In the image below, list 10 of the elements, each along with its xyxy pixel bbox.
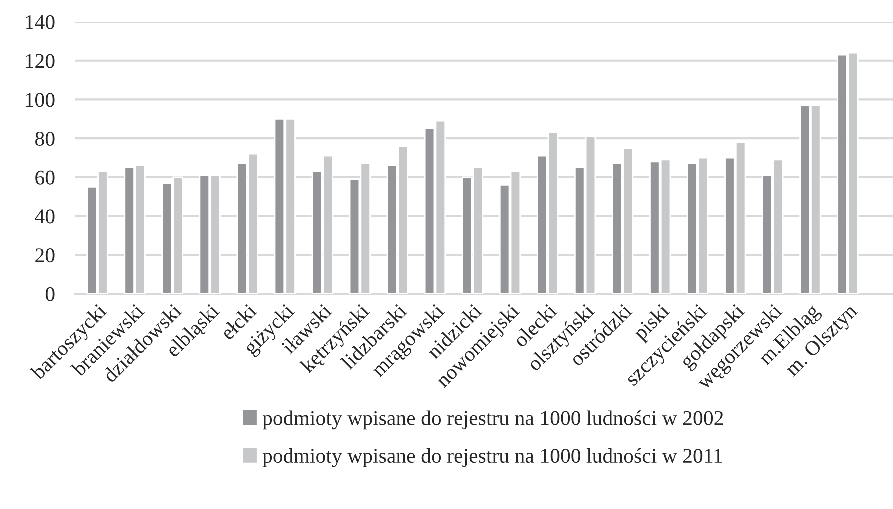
y-tick-label: 120 xyxy=(26,54,55,68)
y-tick-label: 60 xyxy=(36,170,55,185)
y-tick-label: 40 xyxy=(35,210,55,224)
y-tick-label: 100 xyxy=(26,93,55,108)
legend-label: podmioty wpisane do rejestru na 1000 ludności w 2002 xyxy=(262,410,724,430)
legend-label: podmioty wpisane do rejestru na 1000 ludności w 2011 xyxy=(262,448,722,468)
y-tick-label: 140 xyxy=(26,15,55,30)
y-tick-label: 20 xyxy=(36,248,55,263)
y-tick-label: 80 xyxy=(36,132,55,146)
y-tick-label: 0 xyxy=(46,287,55,302)
